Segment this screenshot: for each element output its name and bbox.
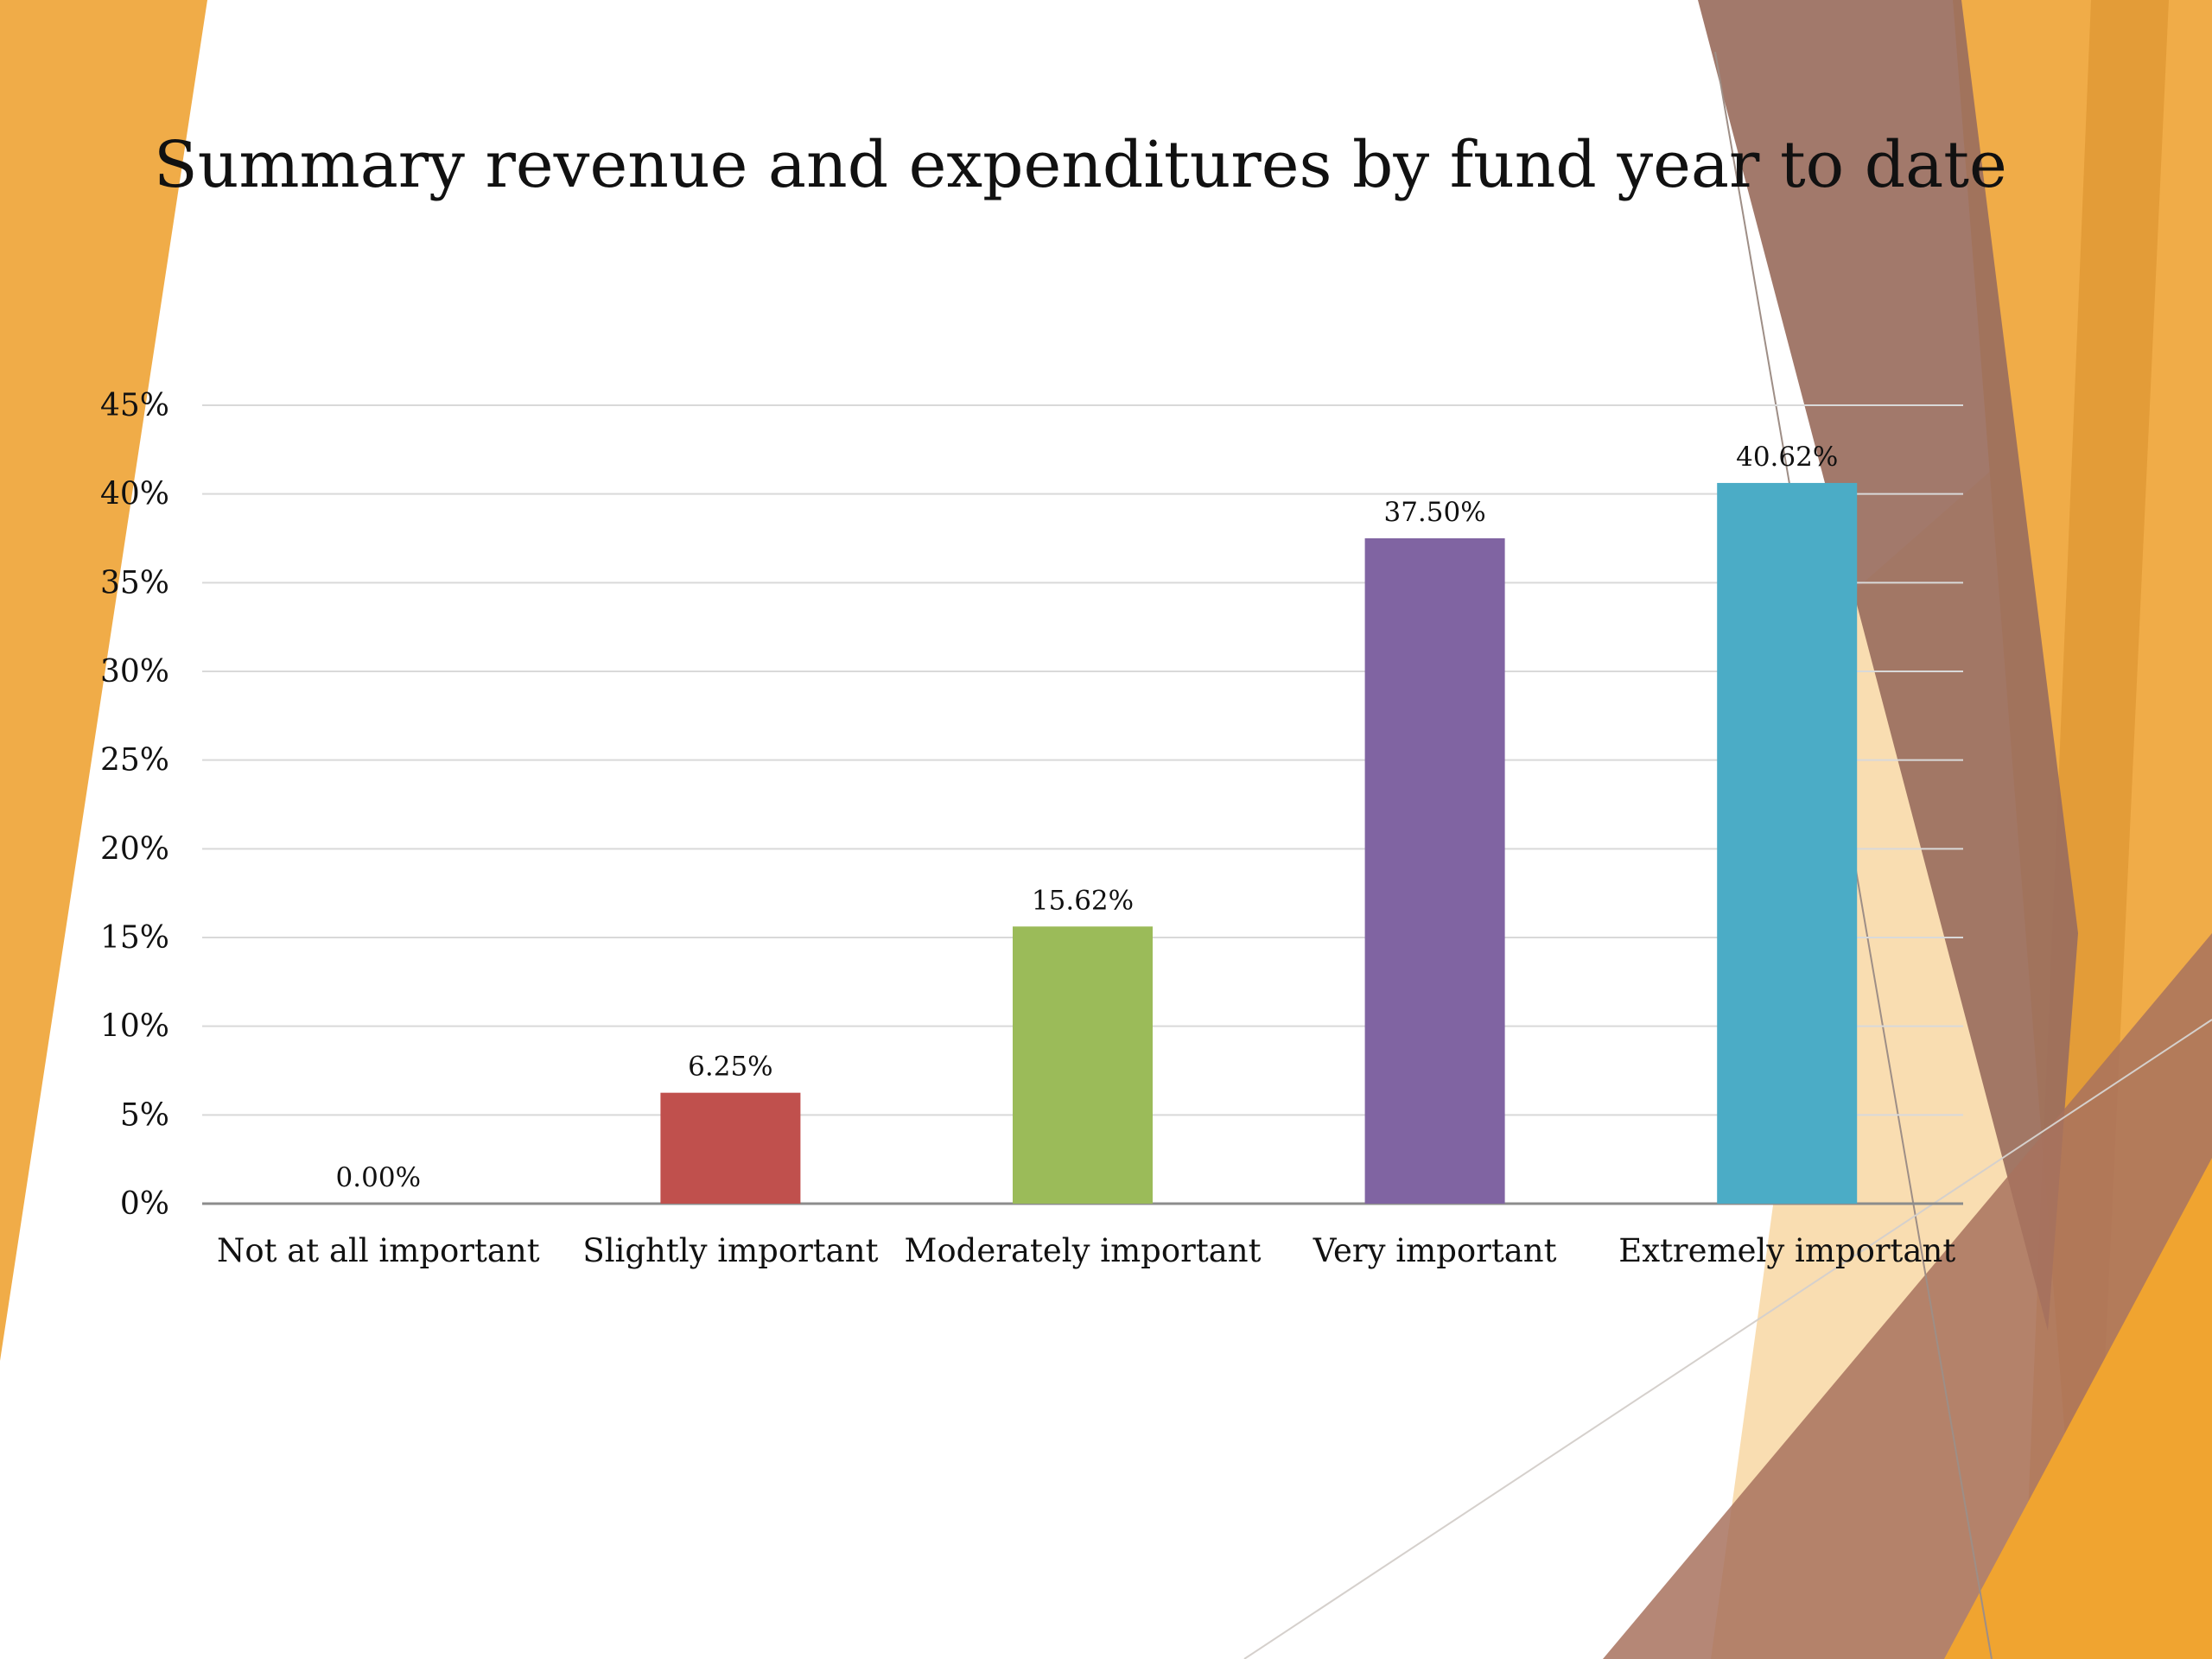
x-category-label: Slightly important (582, 1232, 878, 1269)
data-labels: 0.00% 6.25% 15.62% 37.50% 40.62% (336, 442, 1839, 1193)
x-category-label: Very important (1313, 1232, 1557, 1269)
bar-value-label: 37.50% (1383, 497, 1485, 528)
bottom-orange-panel (1944, 1158, 2212, 1659)
y-tick-label: 30% (100, 654, 169, 690)
y-tick-label: 40% (100, 477, 169, 512)
x-category-label: Not at all important (217, 1232, 540, 1269)
y-tick-label: 15% (100, 920, 169, 956)
bar-value-label: 0.00% (336, 1162, 421, 1193)
bar (1717, 482, 1858, 1204)
right-brown-panel (1698, 0, 2078, 1331)
bar (660, 1092, 801, 1204)
y-tick-label: 10% (100, 1009, 169, 1045)
x-category-label: Moderately important (905, 1232, 1262, 1269)
bar-value-label: 15.62% (1032, 885, 1134, 916)
x-axis-category-labels: Not at all important Slightly important Mo… (217, 1232, 1955, 1269)
x-category-label: Extremely important (1618, 1232, 1955, 1269)
bar (1364, 538, 1505, 1204)
left-orange-wedge (0, 0, 207, 1361)
bars (660, 482, 1858, 1204)
y-axis-tick-labels: 0% 5% 10% 15% 20% 25% 30% 35% 40% 45% (100, 388, 169, 1222)
y-tick-label: 5% (120, 1097, 169, 1133)
y-tick-label: 35% (100, 565, 169, 601)
y-tick-label: 20% (100, 831, 169, 867)
deco-line-2 (1243, 1019, 2212, 1659)
slide-title: Summary revenue and expenditures by fund… (154, 128, 2007, 202)
y-tick-label: 45% (100, 388, 169, 423)
y-tick-label: 0% (120, 1186, 169, 1222)
bar (1013, 926, 1153, 1204)
bar-value-label: 40.62% (1736, 442, 1838, 473)
bar-value-label: 6.25% (688, 1052, 772, 1083)
y-tick-label: 25% (100, 743, 169, 779)
